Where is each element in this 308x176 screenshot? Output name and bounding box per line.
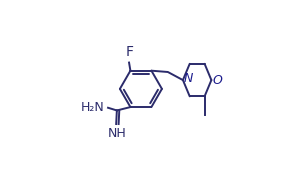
Text: F: F: [126, 45, 134, 59]
Text: NH: NH: [108, 127, 127, 140]
Text: H₂N: H₂N: [81, 101, 105, 114]
Text: N: N: [183, 72, 193, 85]
Text: O: O: [212, 74, 222, 87]
